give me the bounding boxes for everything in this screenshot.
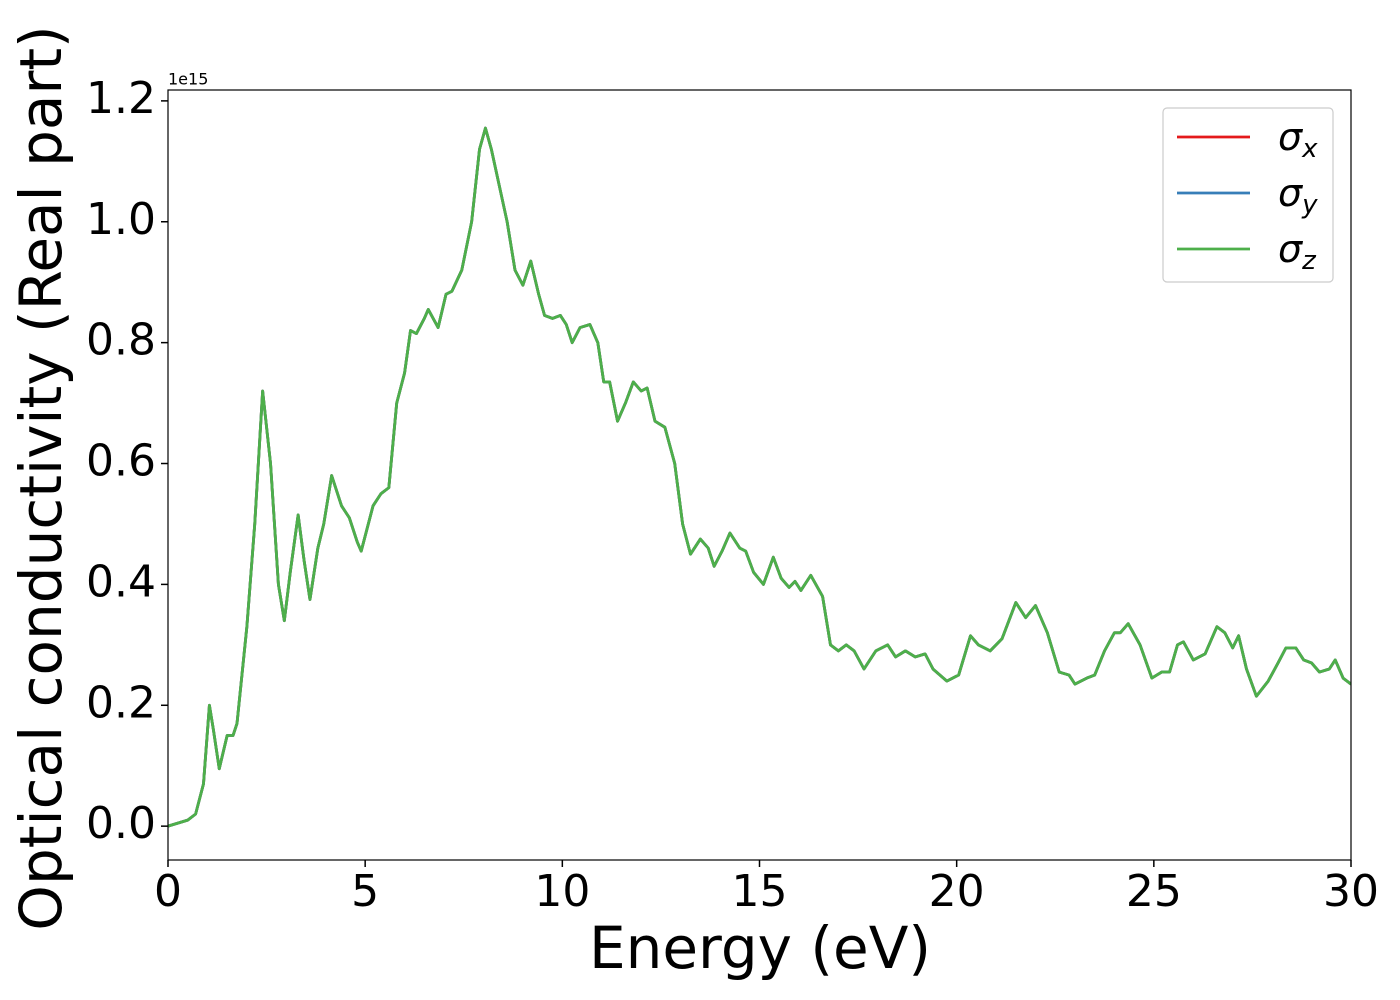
x-tick-label: 5 — [351, 866, 379, 917]
plot-frame — [167, 89, 1352, 861]
y-tick-label: 0.2 — [86, 677, 156, 728]
y-tick-label: 0.4 — [86, 556, 156, 607]
legend-box — [1162, 107, 1334, 283]
legend-label: σx — [1278, 115, 1318, 164]
y-tick-label: 0.6 — [86, 436, 156, 487]
x-tick-label: 0 — [154, 866, 182, 917]
x-tick-label: 25 — [1126, 866, 1182, 917]
y-offset-label: 1e15 — [168, 70, 208, 89]
x-tick-label: 15 — [732, 866, 788, 917]
x-tick-label: 20 — [929, 866, 985, 917]
y-tick-label: 1.2 — [86, 73, 156, 124]
legend-label: σy — [1278, 171, 1318, 220]
legend-label: σz — [1278, 227, 1317, 276]
y-axis-label: Optical conductivity (Real part) — [7, 25, 75, 930]
x-tick-label: 30 — [1323, 866, 1379, 917]
y-tick-label: 0.8 — [86, 315, 156, 366]
x-tick-label: 10 — [534, 866, 590, 917]
y-tick-label: 0.0 — [86, 798, 156, 849]
y-tick-label: 1.0 — [86, 194, 156, 245]
series-line — [168, 126, 1351, 828]
x-axis-label: Energy (eV) — [589, 914, 931, 982]
